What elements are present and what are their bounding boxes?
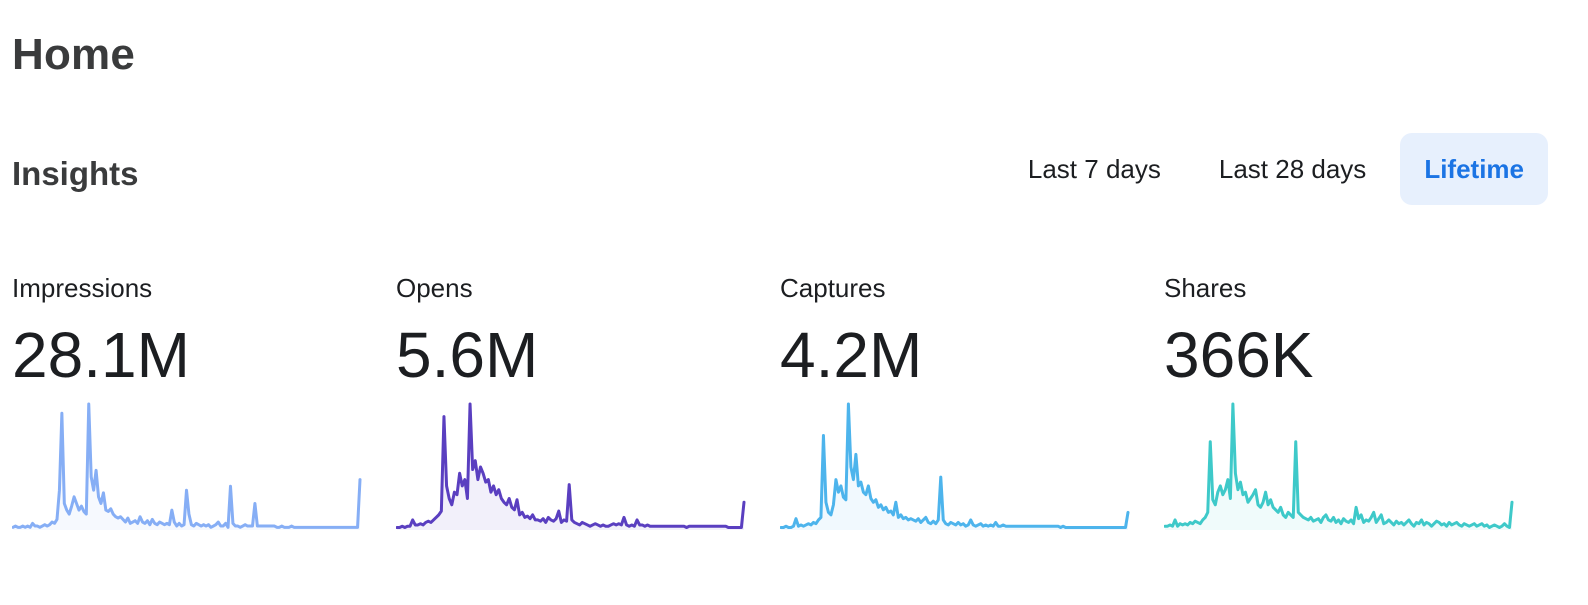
page-title: Home (12, 30, 136, 79)
metric-label: Captures (780, 273, 886, 303)
tab-lifetime[interactable]: Lifetime (1400, 133, 1548, 205)
insights-title: Insights (12, 155, 139, 192)
sparkline-series-line (1164, 402, 1514, 529)
metric-value: 28.1M (12, 319, 190, 391)
metric-value: 366K (1164, 319, 1314, 391)
metric-label: Opens (396, 273, 473, 303)
tab-last-7-days[interactable]: Last 7 days (1027, 153, 1161, 184)
tab-last-28-days[interactable]: Last 28 days (1218, 153, 1367, 184)
metric-opens[interactable]: Opens 5.6M (396, 270, 780, 538)
metric-impressions[interactable]: Impressions 28.1M (12, 270, 396, 538)
metric-value: 5.6M (396, 319, 539, 391)
sparkline-area (397, 404, 744, 530)
sparkline-area (781, 404, 1128, 530)
sparkline-area (1165, 404, 1512, 530)
metric-shares[interactable]: Shares 366K (1164, 270, 1548, 538)
sparkline-series-line (780, 402, 1130, 529)
metric-label: Impressions (12, 273, 153, 303)
impressions-sparkline (12, 402, 362, 530)
sparkline-series-line (12, 402, 362, 529)
shares-sparkline (1164, 402, 1514, 530)
date-range-tabs: Last 7 days Last 28 days Lifetime (1004, 133, 1548, 205)
metric-label: Shares (1164, 273, 1247, 303)
sparkline-series-line (396, 402, 746, 529)
captures-sparkline (780, 402, 1130, 530)
metric-value: 4.2M (780, 319, 923, 391)
metric-captures[interactable]: Captures 4.2M (780, 270, 1164, 538)
metrics-row: Impressions 28.1M Opens 5.6M Captures 4.… (12, 270, 1548, 538)
opens-sparkline (396, 402, 746, 530)
